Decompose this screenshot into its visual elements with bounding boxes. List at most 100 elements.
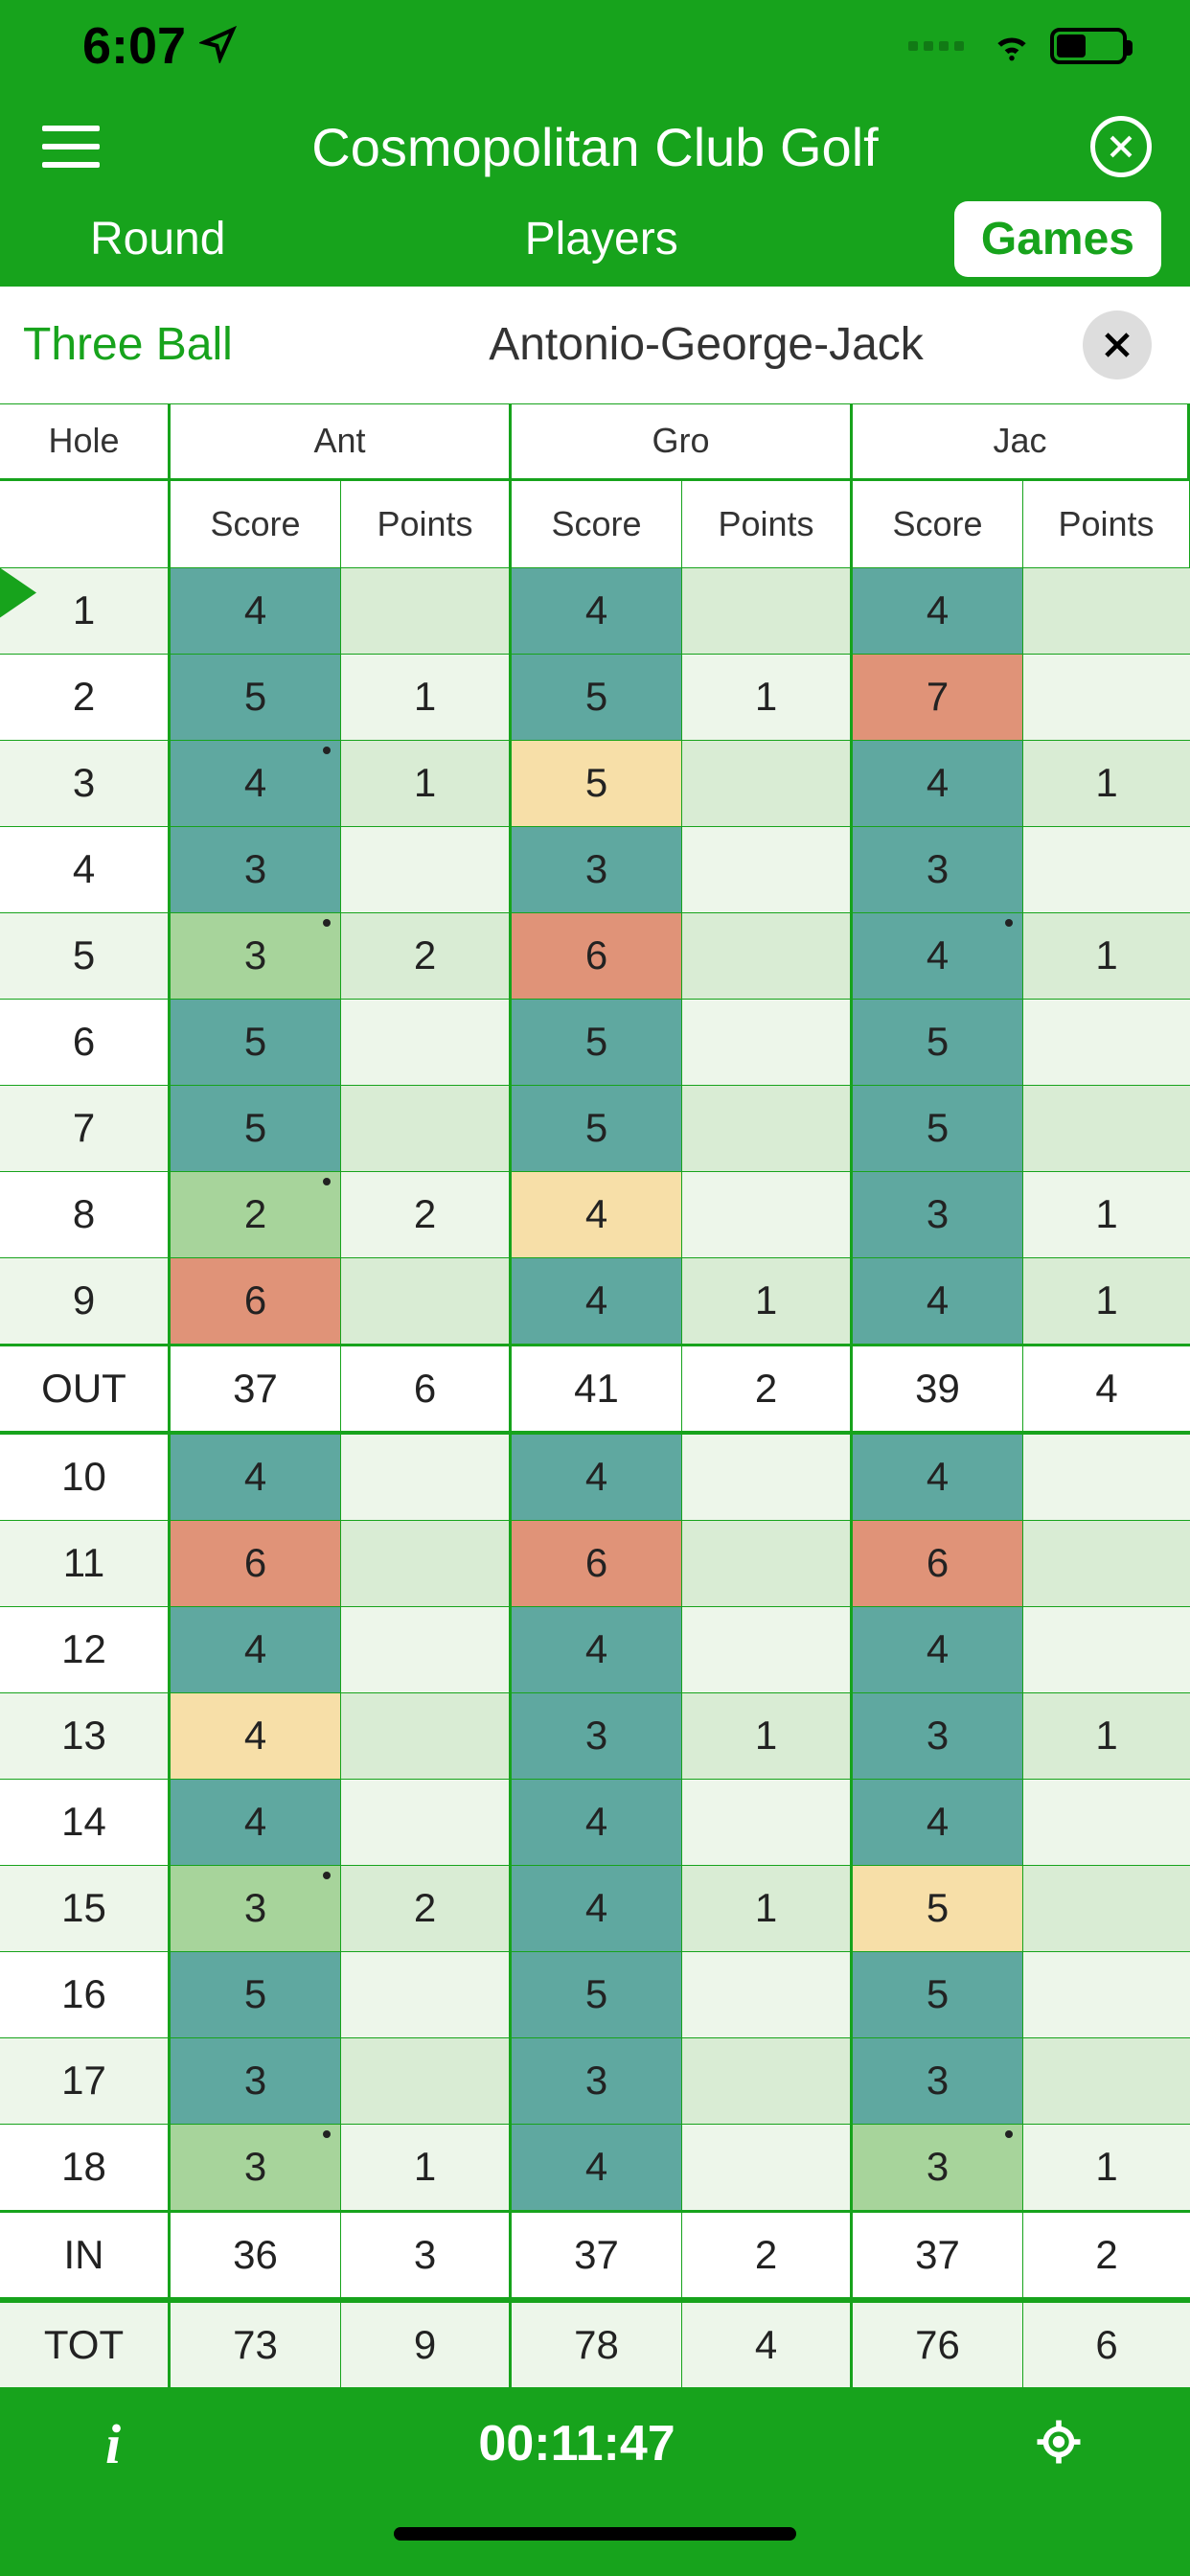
points-cell[interactable]: 1 bbox=[341, 741, 512, 826]
points-cell[interactable] bbox=[341, 1952, 512, 2037]
summary-gro-points[interactable]: 2 bbox=[682, 1346, 853, 1431]
hole-cell[interactable]: 16 bbox=[0, 1952, 171, 2037]
points-cell[interactable]: 1 bbox=[341, 2125, 512, 2210]
points-cell[interactable] bbox=[341, 568, 512, 654]
points-cell[interactable]: 1 bbox=[1023, 913, 1190, 999]
dismiss-button[interactable] bbox=[1083, 310, 1152, 380]
score-cell[interactable]: 4 bbox=[853, 1607, 1023, 1692]
points-cell[interactable] bbox=[682, 568, 853, 654]
score-cell[interactable]: 4 bbox=[512, 2125, 682, 2210]
score-cell[interactable]: 4 bbox=[512, 1780, 682, 1865]
score-cell[interactable]: 6 bbox=[512, 1521, 682, 1606]
points-cell[interactable] bbox=[1023, 1435, 1190, 1520]
hole-cell[interactable]: 17 bbox=[0, 2038, 171, 2124]
summary-ant-points[interactable]: 9 bbox=[341, 2303, 512, 2387]
summary-jac-score[interactable]: 39 bbox=[853, 1346, 1023, 1431]
points-cell[interactable]: 1 bbox=[341, 655, 512, 740]
points-cell[interactable] bbox=[341, 1693, 512, 1779]
points-cell[interactable] bbox=[1023, 2038, 1190, 2124]
points-cell[interactable] bbox=[341, 1086, 512, 1171]
hole-cell[interactable]: 12 bbox=[0, 1607, 171, 1692]
summary-ant-score[interactable]: 37 bbox=[171, 1346, 341, 1431]
hole-cell[interactable]: 14 bbox=[0, 1780, 171, 1865]
points-cell[interactable] bbox=[1023, 1780, 1190, 1865]
summary-label[interactable]: OUT bbox=[0, 1346, 171, 1431]
score-cell[interactable]: 5 bbox=[171, 1952, 341, 2037]
points-cell[interactable]: 1 bbox=[682, 1693, 853, 1779]
score-cell[interactable]: 3 bbox=[512, 827, 682, 912]
score-cell[interactable]: 4 bbox=[171, 1780, 341, 1865]
hole-cell[interactable]: 1 bbox=[0, 568, 171, 654]
hole-cell[interactable]: 8 bbox=[0, 1172, 171, 1257]
score-cell[interactable]: 3 bbox=[853, 827, 1023, 912]
score-cell[interactable]: 5 bbox=[853, 1952, 1023, 2037]
points-cell[interactable] bbox=[1023, 1086, 1190, 1171]
points-cell[interactable] bbox=[682, 1435, 853, 1520]
score-cell[interactable]: 2 bbox=[171, 1172, 341, 1257]
summary-jac-points[interactable]: 4 bbox=[1023, 1346, 1190, 1431]
points-cell[interactable]: 2 bbox=[341, 913, 512, 999]
score-cell[interactable]: 5 bbox=[512, 1086, 682, 1171]
hole-cell[interactable]: 10 bbox=[0, 1435, 171, 1520]
score-cell[interactable]: 5 bbox=[171, 1086, 341, 1171]
summary-gro-score[interactable]: 41 bbox=[512, 1346, 682, 1431]
points-cell[interactable] bbox=[682, 2125, 853, 2210]
summary-label[interactable]: TOT bbox=[0, 2303, 171, 2387]
points-cell[interactable] bbox=[1023, 1000, 1190, 1085]
points-cell[interactable] bbox=[341, 1435, 512, 1520]
points-cell[interactable] bbox=[682, 2038, 853, 2124]
score-cell[interactable]: 6 bbox=[171, 1521, 341, 1606]
points-cell[interactable]: 1 bbox=[1023, 2125, 1190, 2210]
score-cell[interactable]: 4 bbox=[171, 568, 341, 654]
points-cell[interactable] bbox=[1023, 1521, 1190, 1606]
score-cell[interactable]: 4 bbox=[512, 1258, 682, 1344]
score-cell[interactable]: 3 bbox=[853, 2125, 1023, 2210]
hole-cell[interactable]: 7 bbox=[0, 1086, 171, 1171]
points-cell[interactable] bbox=[1023, 568, 1190, 654]
points-cell[interactable]: 1 bbox=[682, 655, 853, 740]
score-cell[interactable]: 4 bbox=[171, 1435, 341, 1520]
score-cell[interactable]: 4 bbox=[853, 568, 1023, 654]
points-cell[interactable] bbox=[341, 1607, 512, 1692]
summary-jac-points[interactable]: 6 bbox=[1023, 2303, 1190, 2387]
points-cell[interactable] bbox=[341, 827, 512, 912]
tab-games[interactable]: Games bbox=[954, 201, 1161, 277]
score-cell[interactable]: 3 bbox=[171, 2125, 341, 2210]
points-cell[interactable] bbox=[341, 1258, 512, 1344]
points-cell[interactable] bbox=[1023, 1607, 1190, 1692]
score-cell[interactable]: 4 bbox=[512, 1607, 682, 1692]
score-cell[interactable]: 5 bbox=[853, 1086, 1023, 1171]
score-cell[interactable]: 4 bbox=[853, 1258, 1023, 1344]
points-cell[interactable] bbox=[341, 1000, 512, 1085]
score-cell[interactable]: 3 bbox=[171, 2038, 341, 2124]
points-cell[interactable] bbox=[682, 1780, 853, 1865]
points-cell[interactable]: 2 bbox=[341, 1172, 512, 1257]
score-cell[interactable]: 4 bbox=[512, 1435, 682, 1520]
score-cell[interactable]: 5 bbox=[171, 655, 341, 740]
score-cell[interactable]: 3 bbox=[171, 1866, 341, 1951]
points-cell[interactable] bbox=[341, 2038, 512, 2124]
info-icon[interactable]: i bbox=[105, 2412, 121, 2476]
points-cell[interactable] bbox=[682, 913, 853, 999]
locate-icon[interactable] bbox=[1033, 2416, 1085, 2472]
score-cell[interactable]: 7 bbox=[853, 655, 1023, 740]
points-cell[interactable] bbox=[682, 1607, 853, 1692]
summary-ant-score[interactable]: 36 bbox=[171, 2213, 341, 2297]
score-cell[interactable]: 4 bbox=[512, 1866, 682, 1951]
score-cell[interactable]: 5 bbox=[853, 1866, 1023, 1951]
score-cell[interactable]: 3 bbox=[171, 913, 341, 999]
points-cell[interactable] bbox=[682, 827, 853, 912]
score-cell[interactable]: 4 bbox=[853, 741, 1023, 826]
points-cell[interactable]: 1 bbox=[1023, 1172, 1190, 1257]
score-cell[interactable]: 5 bbox=[512, 1952, 682, 2037]
score-cell[interactable]: 4 bbox=[171, 741, 341, 826]
tab-round[interactable]: Round bbox=[67, 203, 248, 275]
score-cell[interactable]: 5 bbox=[512, 741, 682, 826]
points-cell[interactable]: 1 bbox=[682, 1866, 853, 1951]
hole-cell[interactable]: 3 bbox=[0, 741, 171, 826]
summary-label[interactable]: IN bbox=[0, 2213, 171, 2297]
summary-ant-score[interactable]: 73 bbox=[171, 2303, 341, 2387]
points-cell[interactable] bbox=[682, 1521, 853, 1606]
score-cell[interactable]: 5 bbox=[171, 1000, 341, 1085]
points-cell[interactable] bbox=[341, 1521, 512, 1606]
